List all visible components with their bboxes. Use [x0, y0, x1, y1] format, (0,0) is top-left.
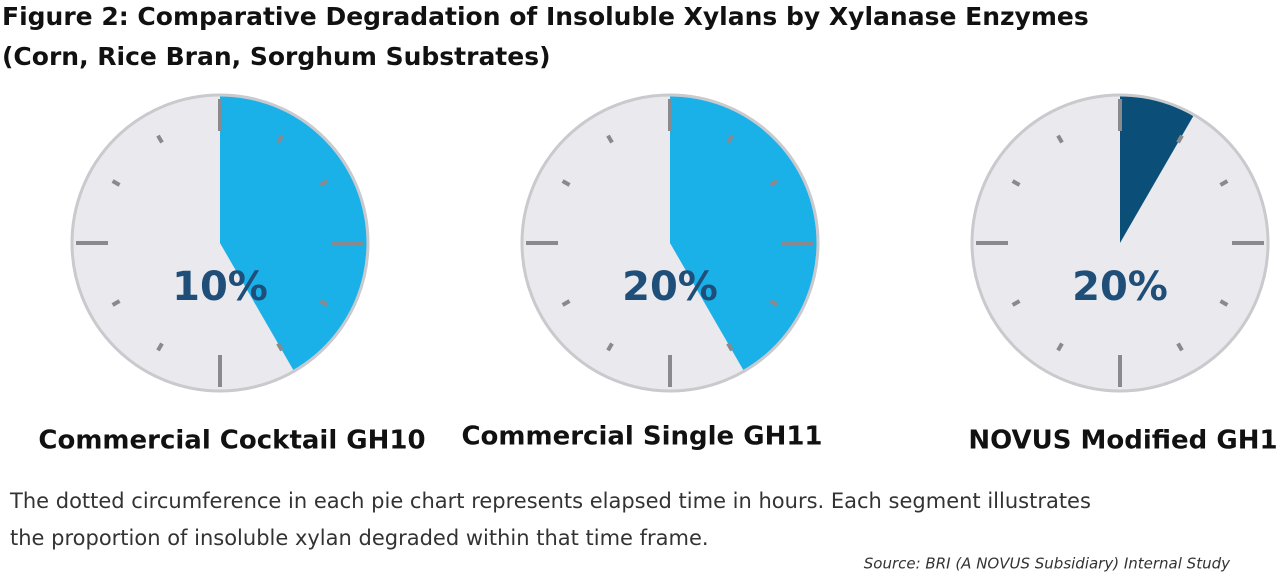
segment — [220, 96, 367, 370]
tick-minor — [726, 134, 734, 144]
source: Source: BRI (A NOVUS Subsidiary) Interna… — [864, 555, 1231, 573]
tick-minor — [1011, 179, 1021, 187]
tick-minor — [1011, 299, 1021, 307]
tick-minor — [726, 342, 734, 352]
tick-minor — [319, 299, 329, 307]
tick-minor — [156, 342, 164, 352]
caption: The dotted circumference in each pie cha… — [9, 489, 1091, 513]
caption: the proportion of insoluble xylan degrad… — [10, 526, 709, 550]
pie-name: Commercial Cocktail GH10 — [38, 426, 425, 456]
pie-name: NOVUS Modified GH11 — [968, 426, 1280, 456]
value-label: 20% — [1072, 264, 1168, 310]
tick-minor — [1056, 134, 1064, 144]
tick-minor — [111, 179, 121, 187]
segment — [1120, 96, 1194, 243]
tick-minor — [769, 179, 779, 187]
tick-minor — [561, 299, 571, 307]
tick-minor — [1176, 134, 1184, 144]
tick-minor — [276, 134, 284, 144]
tick-minor — [1056, 342, 1064, 352]
tick-minor — [1219, 299, 1229, 307]
tick-minor — [769, 299, 779, 307]
tick-minor — [1176, 342, 1184, 352]
pie-name: Commercial Single GH11 — [461, 422, 822, 452]
tick-minor — [319, 179, 329, 187]
tick-minor — [156, 134, 164, 144]
tick-minor — [1219, 179, 1229, 187]
segment — [670, 96, 817, 370]
tick-minor — [606, 342, 614, 352]
tick-minor — [111, 299, 121, 307]
value-label: 20% — [622, 264, 718, 310]
chart-subtitle: (Corn, Rice Bran, Sorghum Substrates) — [2, 42, 551, 71]
chart-title: Figure 2: Comparative Degradation of Ins… — [2, 2, 1089, 31]
value-label: 10% — [172, 264, 268, 310]
tick-minor — [561, 179, 571, 187]
tick-minor — [276, 342, 284, 352]
tick-minor — [606, 134, 614, 144]
